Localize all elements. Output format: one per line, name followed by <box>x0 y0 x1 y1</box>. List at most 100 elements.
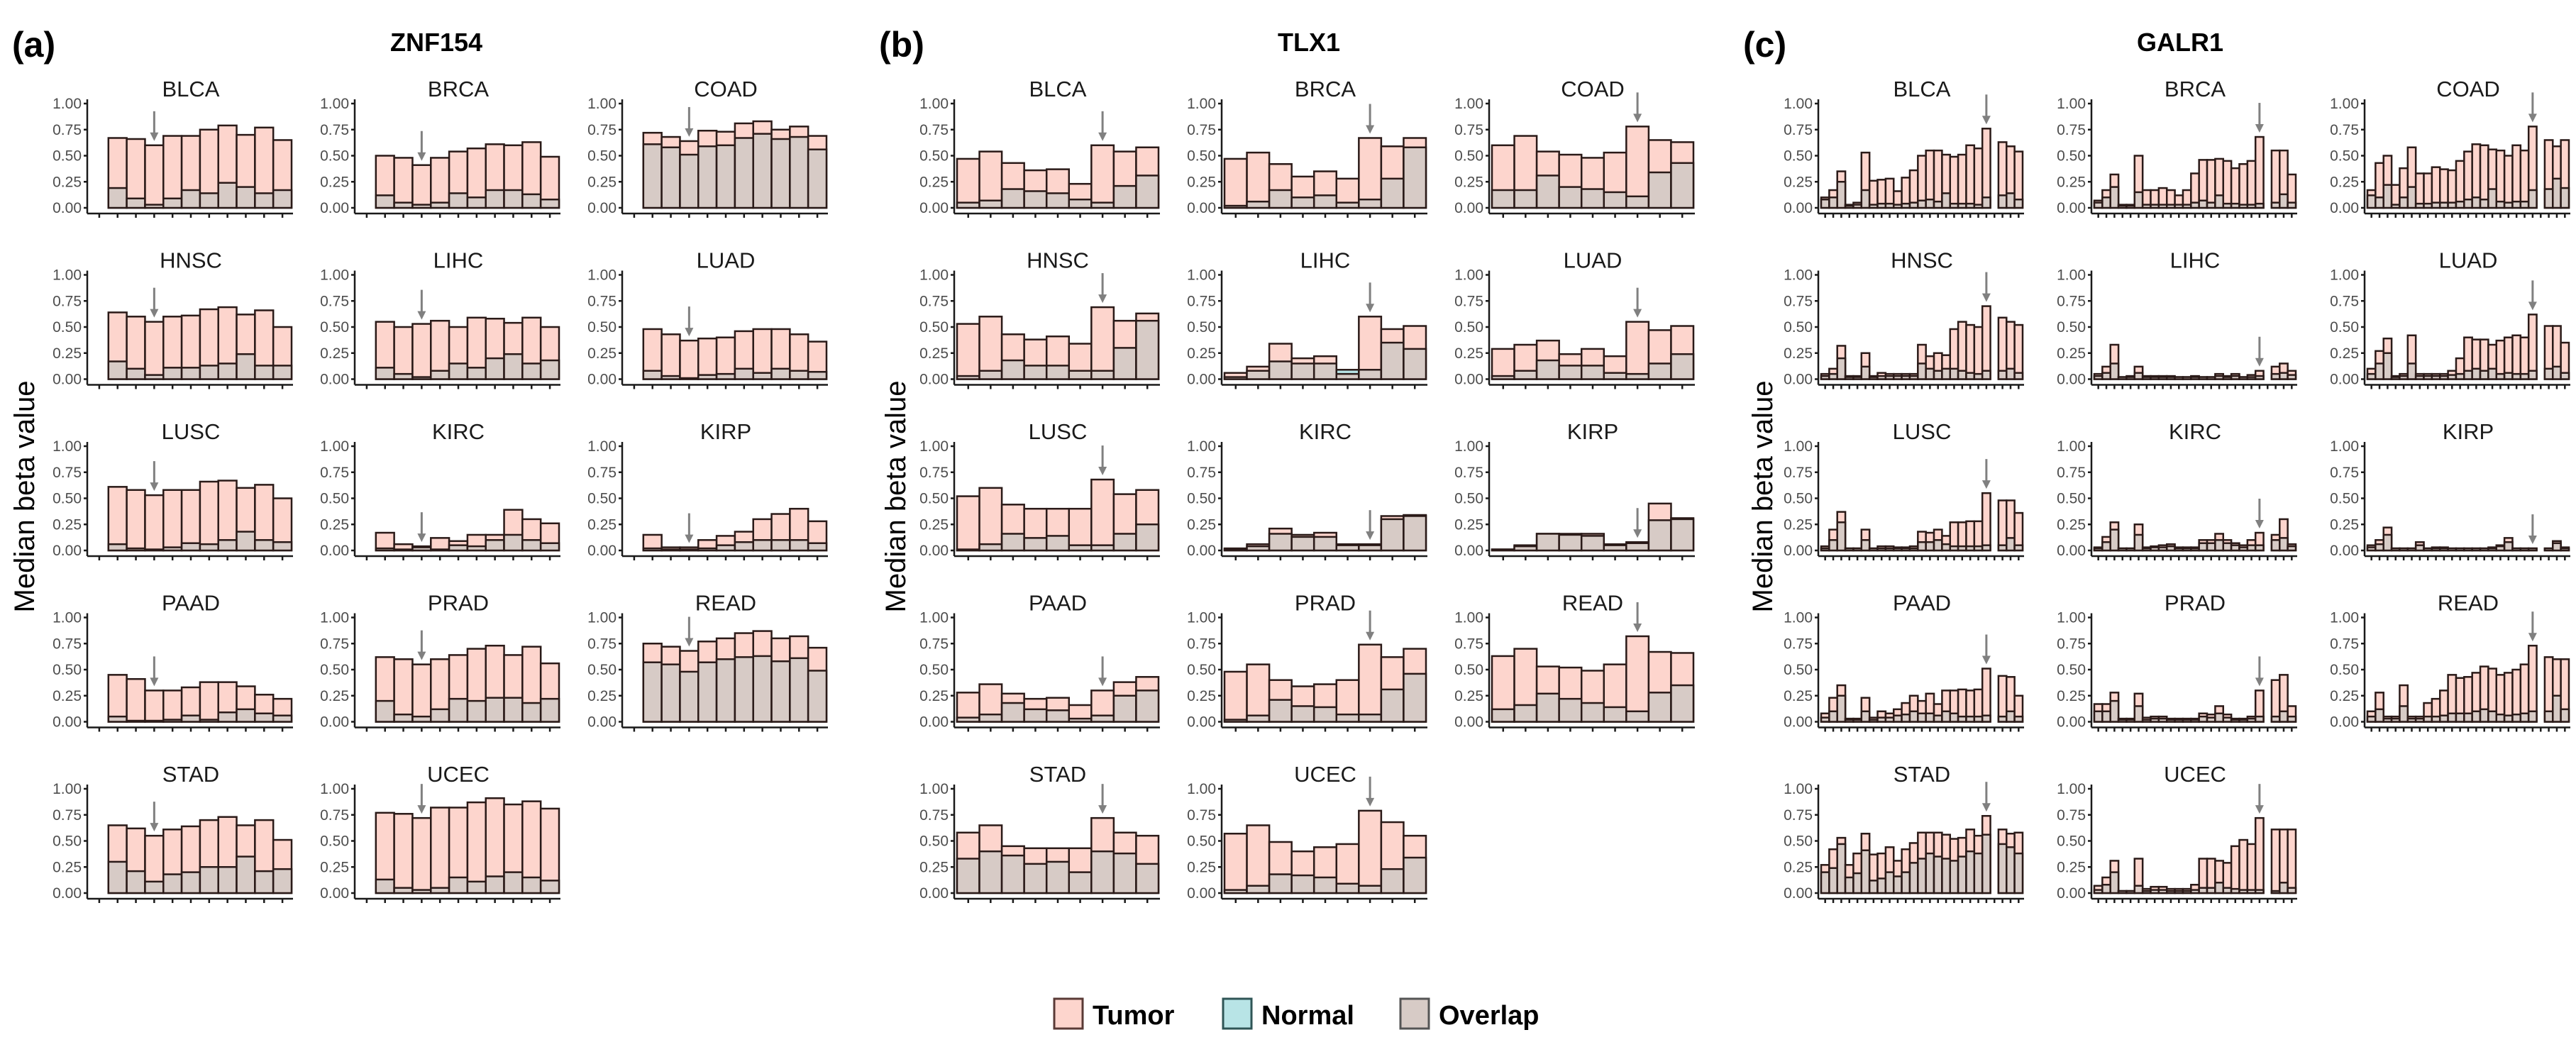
normal-bar <box>956 858 980 894</box>
y-tick-label: 0.25 <box>2330 516 2359 533</box>
y-tick-label: 0.00 <box>1454 543 1483 559</box>
normal-bar <box>2279 193 2289 209</box>
normal-bar <box>236 353 256 380</box>
y-tick-label: 0.00 <box>1187 885 1216 902</box>
subplot-kirc: KIRC 0.00 0.25 0.50 0.75 1.00 <box>2057 419 2297 560</box>
normal-bar <box>642 370 663 380</box>
y-tick-label: 0.50 <box>320 491 349 507</box>
y-tick-label: 0.25 <box>2057 688 2086 704</box>
normal-bar <box>789 370 809 380</box>
y-tick-label: 1.00 <box>1187 438 1216 455</box>
normal-bar <box>1290 536 1315 552</box>
tumor-bar <box>107 674 128 723</box>
normal-bar <box>2214 375 2225 380</box>
normal-bar <box>1312 876 1338 894</box>
normal-bar <box>2238 719 2249 723</box>
y-tick-label: 0.75 <box>52 807 82 824</box>
normal-bar <box>1625 710 1650 723</box>
normal-bar <box>2471 367 2482 380</box>
normal-bar <box>1876 375 1887 380</box>
normal-bar <box>2141 890 2152 894</box>
normal-bar <box>2552 694 2562 723</box>
y-tick-label: 0.50 <box>1187 491 1216 507</box>
normal-bar <box>2141 719 2152 723</box>
subplot-stad: STAD 0.00 0.25 0.50 0.75 1.00 <box>1784 762 2024 903</box>
subplot-lihc: LIHC 0.00 0.25 0.50 0.75 1.00 <box>320 248 560 389</box>
normal-bar <box>1358 544 1383 552</box>
normal-bar <box>2101 541 2111 552</box>
y-tick-label: 0.50 <box>1454 662 1483 678</box>
subplot-title: KIRC <box>432 419 485 444</box>
panel-tlx1: (b) TLX1 Median beta value BLCA 0.00 0.25 0.50… <box>879 25 1695 903</box>
subplot-read: READ 0.00 0.25 0.50 0.75 1.00 <box>587 591 828 732</box>
normal-bar <box>2399 547 2409 552</box>
normal-bar <box>199 192 219 209</box>
normal-bar <box>2414 544 2425 552</box>
y-tick-label: 0.00 <box>52 714 82 731</box>
normal-bar <box>1246 885 1271 894</box>
normal-bar <box>2246 376 2257 380</box>
normal-bar <box>2013 198 2024 209</box>
y-tick-label: 0.75 <box>2057 122 2086 138</box>
normal-bar <box>1933 714 1943 723</box>
y-tick-label: 0.00 <box>1784 714 1813 731</box>
normal-bar <box>236 708 256 723</box>
highlight-arrow-icon <box>1633 92 1642 123</box>
y-tick-label: 0.50 <box>2057 833 2086 850</box>
tumor-bar <box>162 135 183 209</box>
subplot-title: READ <box>695 591 756 616</box>
arrow-head <box>417 533 426 543</box>
normal-bar <box>1670 684 1695 723</box>
subplot-lihc: LIHC 0.00 0.25 0.50 0.75 1.00 <box>1187 248 1427 389</box>
highlight-arrow-icon <box>150 461 159 492</box>
normal-bar <box>2013 715 2024 723</box>
normal-bar <box>2527 189 2538 209</box>
normal-bar <box>1884 716 1895 723</box>
normal-bar <box>1908 862 1919 894</box>
normal-bar <box>1090 370 1115 380</box>
gene-title: ZNF154 <box>390 28 482 57</box>
y-tick-label: 0.50 <box>1454 319 1483 336</box>
normal-bar <box>1670 353 1695 380</box>
normal-bar <box>2206 376 2216 380</box>
normal-bar <box>1981 196 1991 209</box>
highlight-arrow-icon <box>1981 634 1991 665</box>
normal-bar <box>1625 542 1650 552</box>
normal-bar <box>770 138 791 209</box>
subplot-title: COAD <box>694 77 758 101</box>
normal-bar <box>807 542 828 552</box>
normal-bar <box>1023 708 1048 723</box>
normal-bar <box>2552 365 2562 380</box>
normal-bar <box>1836 181 1847 209</box>
normal-bar <box>1965 850 1976 894</box>
y-tick-label: 0.25 <box>1187 859 1216 875</box>
normal-bar <box>2406 362 2417 380</box>
tumor-bar <box>1965 144 1976 209</box>
y-tick-label: 0.25 <box>1187 688 1216 704</box>
normal-bar <box>2198 715 2209 723</box>
y-tick-label: 0.00 <box>1187 372 1216 388</box>
normal-bar <box>715 658 736 723</box>
tumor-bar <box>2230 167 2240 209</box>
normal-bar <box>1335 713 1360 723</box>
normal-bar <box>2157 376 2168 380</box>
subplot-coad: COAD 0.00 0.25 0.50 0.75 1.00 <box>587 77 828 218</box>
normal-bar <box>1090 850 1115 894</box>
y-tick-label: 0.00 <box>1187 543 1216 559</box>
normal-bar <box>2150 717 2160 723</box>
y-tick-label: 0.75 <box>1454 465 1483 481</box>
normal-bar <box>485 875 505 894</box>
normal-bar <box>2552 177 2562 209</box>
y-tick-label: 0.50 <box>919 662 949 678</box>
normal-bar <box>1876 547 1887 552</box>
y-tick-label: 0.25 <box>320 859 349 875</box>
normal-bar <box>734 541 754 552</box>
normal-bar <box>807 670 828 723</box>
normal-bar <box>1670 162 1695 209</box>
arrow-head <box>1981 803 1991 812</box>
normal-bar <box>466 367 487 380</box>
normal-bar <box>1670 518 1695 552</box>
tumor-bar <box>1223 670 1248 723</box>
arrow-head <box>1981 480 1991 489</box>
normal-bar <box>2279 537 2289 552</box>
